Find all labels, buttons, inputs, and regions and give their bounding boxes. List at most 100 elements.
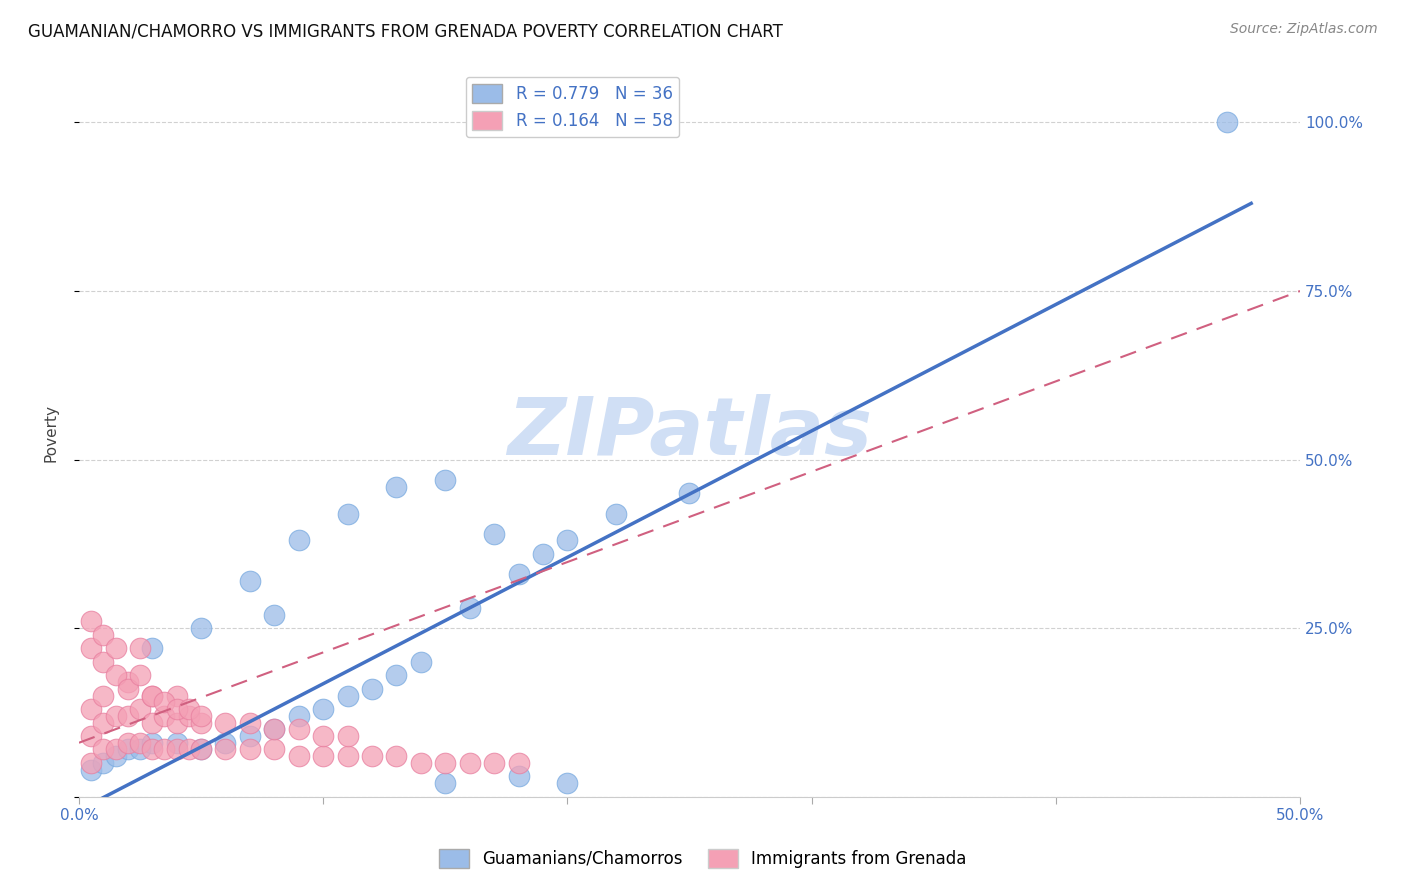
- Point: [117, 675, 139, 690]
- Point: [263, 742, 285, 756]
- Point: [80, 729, 103, 743]
- Point: [141, 641, 163, 656]
- Text: GUAMANIAN/CHAMORRO VS IMMIGRANTS FROM GRENADA POVERTY CORRELATION CHART: GUAMANIAN/CHAMORRO VS IMMIGRANTS FROM GR…: [28, 22, 783, 40]
- Point: [166, 742, 188, 756]
- Point: [287, 723, 309, 737]
- Text: Source: ZipAtlas.com: Source: ZipAtlas.com: [1230, 22, 1378, 37]
- Y-axis label: Poverty: Poverty: [44, 403, 58, 461]
- Point: [93, 689, 115, 703]
- Point: [190, 742, 212, 756]
- Point: [434, 473, 457, 487]
- Point: [605, 507, 627, 521]
- Point: [385, 668, 408, 682]
- Point: [93, 715, 115, 730]
- Point: [263, 607, 285, 622]
- Point: [190, 621, 212, 635]
- Point: [141, 689, 163, 703]
- Point: [434, 776, 457, 790]
- Point: [177, 742, 200, 756]
- Point: [239, 729, 262, 743]
- Point: [214, 736, 236, 750]
- Point: [141, 742, 163, 756]
- Point: [177, 702, 200, 716]
- Point: [166, 689, 188, 703]
- Point: [263, 723, 285, 737]
- Point: [104, 668, 127, 682]
- Text: ZIPatlas: ZIPatlas: [508, 393, 872, 472]
- Point: [104, 749, 127, 764]
- Point: [434, 756, 457, 770]
- Point: [336, 749, 359, 764]
- Point: [117, 708, 139, 723]
- Point: [104, 708, 127, 723]
- Point: [458, 756, 481, 770]
- Point: [214, 742, 236, 756]
- Point: [80, 763, 103, 777]
- Point: [361, 681, 384, 696]
- Point: [141, 689, 163, 703]
- Legend: R = 0.779   N = 36, R = 0.164   N = 58: R = 0.779 N = 36, R = 0.164 N = 58: [465, 77, 679, 137]
- Point: [287, 533, 309, 548]
- Point: [117, 681, 139, 696]
- Point: [93, 742, 115, 756]
- Legend: Guamanians/Chamorros, Immigrants from Grenada: Guamanians/Chamorros, Immigrants from Gr…: [433, 842, 973, 875]
- Point: [361, 749, 384, 764]
- Point: [166, 715, 188, 730]
- Point: [678, 486, 700, 500]
- Point: [153, 708, 176, 723]
- Point: [287, 708, 309, 723]
- Point: [385, 749, 408, 764]
- Point: [129, 702, 152, 716]
- Point: [177, 708, 200, 723]
- Point: [263, 723, 285, 737]
- Point: [80, 756, 103, 770]
- Point: [385, 479, 408, 493]
- Point: [190, 715, 212, 730]
- Point: [166, 702, 188, 716]
- Point: [239, 715, 262, 730]
- Point: [336, 689, 359, 703]
- Point: [312, 702, 335, 716]
- Point: [141, 736, 163, 750]
- Point: [141, 715, 163, 730]
- Point: [1216, 115, 1239, 129]
- Point: [239, 574, 262, 588]
- Point: [93, 756, 115, 770]
- Point: [104, 641, 127, 656]
- Point: [129, 742, 152, 756]
- Point: [312, 749, 335, 764]
- Point: [190, 742, 212, 756]
- Point: [312, 729, 335, 743]
- Point: [117, 736, 139, 750]
- Point: [336, 507, 359, 521]
- Point: [214, 715, 236, 730]
- Point: [80, 615, 103, 629]
- Point: [239, 742, 262, 756]
- Point: [80, 702, 103, 716]
- Point: [117, 742, 139, 756]
- Point: [129, 668, 152, 682]
- Point: [129, 736, 152, 750]
- Point: [93, 628, 115, 642]
- Point: [80, 641, 103, 656]
- Point: [508, 567, 530, 582]
- Point: [557, 533, 579, 548]
- Point: [508, 769, 530, 783]
- Point: [190, 708, 212, 723]
- Point: [458, 600, 481, 615]
- Point: [336, 729, 359, 743]
- Point: [557, 776, 579, 790]
- Point: [93, 655, 115, 669]
- Point: [153, 695, 176, 709]
- Point: [153, 742, 176, 756]
- Point: [482, 756, 505, 770]
- Point: [104, 742, 127, 756]
- Point: [129, 641, 152, 656]
- Point: [482, 526, 505, 541]
- Point: [409, 655, 432, 669]
- Point: [508, 756, 530, 770]
- Point: [166, 736, 188, 750]
- Point: [531, 547, 554, 561]
- Point: [409, 756, 432, 770]
- Point: [287, 749, 309, 764]
